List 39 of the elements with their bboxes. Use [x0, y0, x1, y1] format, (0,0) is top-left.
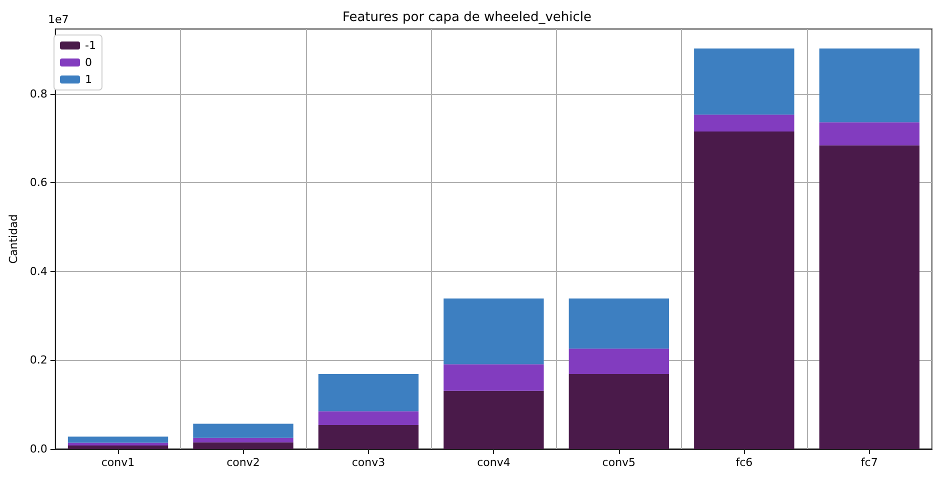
bar [68, 436, 168, 443]
bar [318, 425, 419, 449]
x-tick-label: conv4 [477, 456, 510, 469]
bar [444, 364, 544, 391]
y-axis-title: Cantidad [7, 214, 20, 264]
y-tick-label: 0.4 [30, 264, 48, 278]
x-tick-label: conv1 [101, 456, 135, 469]
bar [819, 145, 920, 449]
legend-label: -1 [85, 39, 96, 52]
bar [318, 374, 419, 412]
bar [568, 298, 670, 349]
bar [694, 132, 794, 449]
legend-label: 0 [85, 56, 92, 69]
y-tick-label: 0.2 [30, 354, 48, 367]
bar [568, 374, 670, 449]
legend-label: 1 [85, 73, 92, 86]
text: 1e7 [48, 13, 69, 26]
x-tick-label: conv5 [602, 456, 636, 469]
bar [694, 48, 794, 115]
x-tick-label: fc6 [736, 456, 753, 469]
x-tick-label: conv2 [226, 456, 260, 469]
bar [819, 122, 920, 146]
bar [819, 48, 920, 122]
y-tick-label: 0.6 [30, 176, 48, 190]
y-tick-label: 0.0 [30, 442, 48, 456]
bar [568, 348, 670, 374]
bar [318, 411, 419, 426]
chart-title: Features por capa de wheeled_vehicle [342, 10, 592, 25]
bar [68, 442, 168, 446]
bar [193, 424, 294, 438]
bar [694, 114, 794, 132]
bar [444, 390, 544, 449]
bar [68, 445, 168, 449]
y-tick-label: 0.8 [30, 87, 48, 100]
x-tick-label: fc7 [860, 456, 878, 469]
bar [444, 298, 544, 364]
bar [193, 442, 294, 449]
bar [193, 438, 294, 442]
x-tick-label: conv3 [352, 456, 386, 469]
